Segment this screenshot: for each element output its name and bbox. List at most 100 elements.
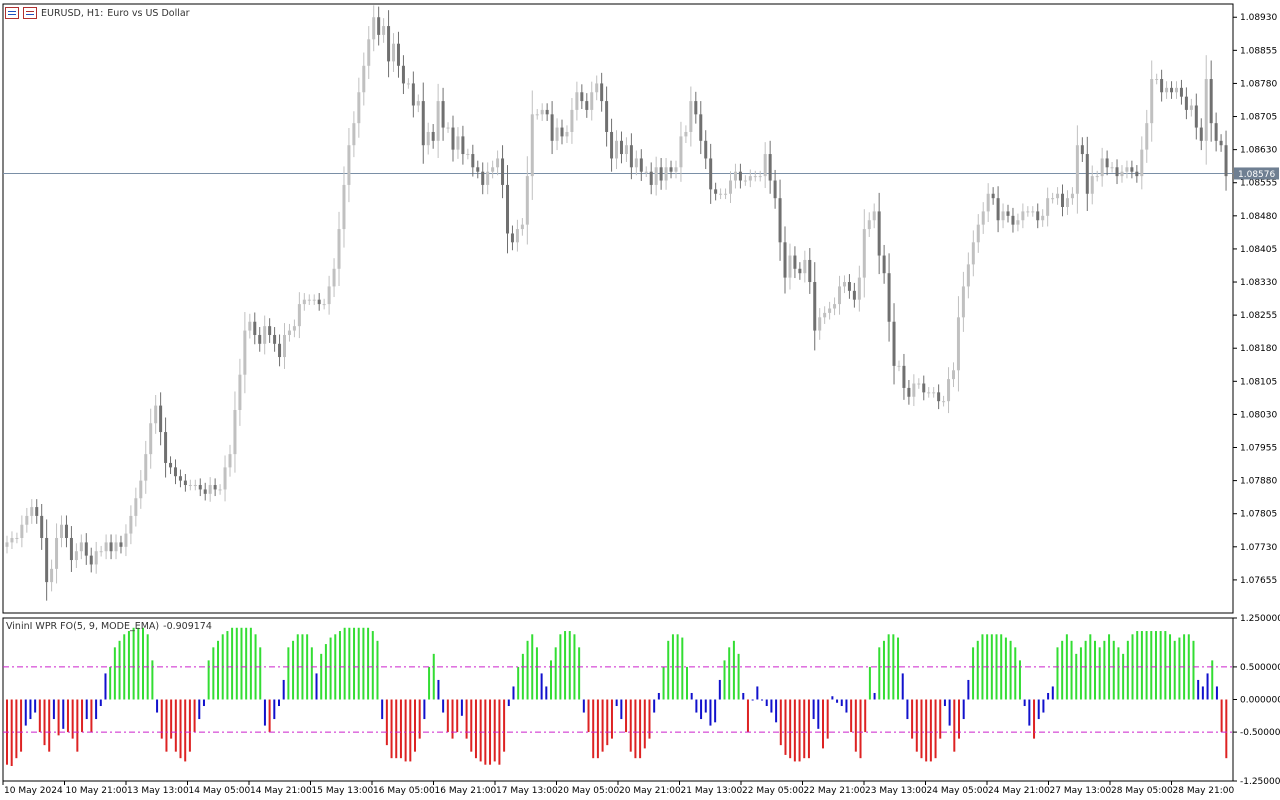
- indicator-bar: [775, 699, 778, 723]
- candle-body: [178, 476, 182, 481]
- candle-body: [1006, 211, 1010, 216]
- time-tick-label: 22 May 05:00: [742, 786, 804, 796]
- indicator-bar: [1009, 640, 1012, 700]
- indicator-bar: [976, 640, 979, 700]
- indicator-bar: [493, 699, 496, 762]
- indicator-bar: [43, 699, 46, 746]
- candle-body: [337, 229, 341, 269]
- indicator-bar: [929, 699, 932, 762]
- indicator-bar: [1225, 699, 1228, 759]
- candle-body: [595, 83, 599, 93]
- candle-body: [1075, 145, 1079, 194]
- indicator-bar: [535, 647, 538, 700]
- candle-body: [1090, 176, 1094, 194]
- indicator-bar: [259, 647, 262, 700]
- time-tick-label: 16 May 05:00: [373, 786, 435, 796]
- indicator-bar: [751, 699, 754, 701]
- indicator-bar: [1154, 631, 1157, 700]
- indicator-bar: [1018, 660, 1021, 700]
- candle-body: [1061, 193, 1065, 207]
- candle-body: [743, 180, 747, 182]
- candle-body: [828, 308, 832, 313]
- indicator-bar: [109, 666, 112, 700]
- candle-body: [664, 167, 668, 181]
- indicator-bar: [198, 699, 201, 720]
- candle-body: [45, 537, 49, 583]
- indicator-bar: [362, 627, 365, 700]
- indicator-bar: [184, 699, 187, 762]
- indicator-bar: [742, 692, 745, 700]
- main-pane-border: [2, 3, 1234, 614]
- indicator-bar: [915, 699, 918, 752]
- candle-body: [362, 65, 366, 93]
- indicator-bar: [212, 647, 215, 700]
- candle-body: [882, 255, 886, 274]
- candle-body: [1120, 171, 1124, 177]
- chart-properties-icon[interactable]: [23, 7, 37, 19]
- indicator-bar: [202, 699, 205, 707]
- indicator-bar: [864, 699, 867, 733]
- indicator-bar: [704, 699, 707, 713]
- indicator-bar: [920, 699, 923, 759]
- candle-body: [585, 101, 589, 110]
- candle-body: [223, 467, 227, 490]
- candle-body: [317, 299, 321, 305]
- chart-menu-icon[interactable]: [5, 7, 19, 19]
- candle-body: [94, 551, 98, 565]
- candle-body: [758, 176, 762, 178]
- indicator-bar: [578, 647, 581, 700]
- candle-body: [709, 158, 713, 190]
- indicator-bar: [451, 699, 454, 739]
- candle-body: [1085, 154, 1089, 194]
- indicator-bar: [746, 699, 749, 733]
- candle-body: [669, 167, 673, 172]
- price-tick-label: 1.08405: [1240, 245, 1277, 255]
- candle-body: [724, 193, 728, 195]
- indicator-bar: [897, 637, 900, 700]
- candle-body: [778, 198, 782, 243]
- candle-body: [838, 286, 842, 305]
- candle-body: [35, 507, 39, 516]
- indicator-bar: [686, 666, 688, 700]
- indicator-bar: [972, 647, 975, 700]
- indicator-bar: [456, 699, 459, 733]
- price-tick-label: 1.07955: [1240, 444, 1277, 454]
- indicator-bar: [174, 699, 177, 752]
- time-tick-label: 20 May 05:00: [558, 786, 620, 796]
- indicator-bar: [859, 699, 862, 759]
- candle-body: [981, 211, 985, 225]
- candle-body: [119, 542, 123, 547]
- indicator-bar: [1178, 637, 1181, 700]
- indicator-bar: [681, 637, 684, 700]
- indicator-bar: [399, 699, 402, 759]
- candle-body: [372, 17, 376, 40]
- indicator-bar: [540, 673, 543, 700]
- indicator-bar: [442, 699, 445, 713]
- candle-body: [387, 26, 391, 62]
- time-tick-label: 15 May 13:00: [312, 786, 374, 796]
- indicator-bar: [1122, 653, 1125, 700]
- indicator-bar: [812, 699, 815, 720]
- indicator-bar: [1164, 631, 1167, 700]
- candle-body: [1179, 87, 1183, 97]
- indicator-tick-label: 1.250000: [1240, 614, 1280, 624]
- indicator-bar: [34, 699, 37, 713]
- indicator-bar: [231, 627, 234, 700]
- indicator-bar: [906, 699, 909, 720]
- indicator-bar: [29, 699, 32, 720]
- candle-body: [515, 229, 519, 243]
- indicator-bar: [765, 699, 768, 707]
- indicator-bar: [404, 699, 407, 762]
- price-tick-label: 1.08855: [1240, 46, 1277, 56]
- candle-body: [976, 224, 980, 243]
- candle-body: [466, 154, 470, 156]
- candle-body: [20, 524, 24, 538]
- candle-body: [535, 114, 539, 116]
- candle-body: [307, 299, 311, 301]
- indicator-bar: [409, 699, 412, 762]
- indicator-bar: [1112, 640, 1115, 700]
- time-tick-label: 24 May 05:00: [927, 786, 989, 796]
- candle-body: [173, 467, 177, 477]
- indicator-bar: [432, 653, 435, 700]
